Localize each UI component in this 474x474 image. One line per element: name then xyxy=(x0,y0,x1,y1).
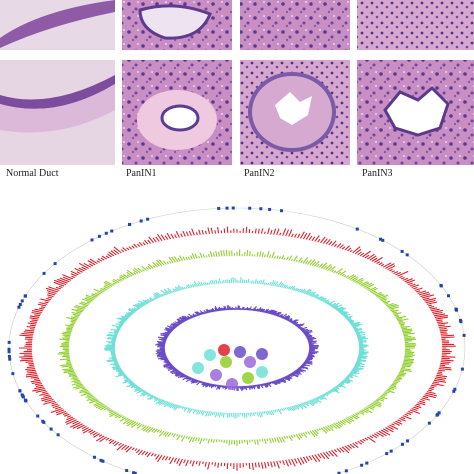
ideogram-band xyxy=(453,387,457,391)
duct xyxy=(138,4,212,40)
ideogram-band xyxy=(53,262,57,266)
variant-dot xyxy=(226,378,238,390)
ideogram-band xyxy=(110,229,114,233)
ideogram-band xyxy=(49,427,53,431)
ideogram-band xyxy=(7,350,11,354)
histology-panels xyxy=(0,0,474,165)
lumen xyxy=(275,92,312,125)
histology-image xyxy=(240,0,350,50)
ideogram-band xyxy=(99,458,103,462)
variant-dot xyxy=(256,348,268,360)
ideogram-band xyxy=(455,308,459,312)
panel-label: PanIN2 xyxy=(244,168,275,179)
ideogram-band xyxy=(439,284,443,288)
ideogram-band xyxy=(36,414,40,418)
variant-dot xyxy=(220,356,232,368)
ideogram-band xyxy=(7,340,11,344)
ideogram-band xyxy=(139,219,143,223)
ideogram-band xyxy=(268,207,272,211)
ideogram-band xyxy=(90,238,94,242)
lumen xyxy=(383,85,450,137)
ideogram-band xyxy=(23,398,27,402)
ideogram-band xyxy=(125,469,129,473)
ideogram-band xyxy=(11,372,15,376)
histology-image xyxy=(357,0,474,50)
ideogram-band xyxy=(104,231,108,235)
ideogram-band xyxy=(56,433,60,437)
circos-plot xyxy=(7,206,466,474)
ideogram-band xyxy=(97,234,101,238)
ideogram-band xyxy=(146,217,150,221)
track-bars xyxy=(104,277,369,419)
ideogram-band xyxy=(355,227,359,231)
ideogram-band xyxy=(435,413,439,417)
ideogram-band xyxy=(379,237,383,241)
ideogram-band xyxy=(460,367,464,371)
ideogram-band xyxy=(381,238,385,242)
variant-dot xyxy=(234,346,246,358)
ideogram-band xyxy=(337,471,341,474)
ideogram-band xyxy=(23,294,27,298)
variant-dot xyxy=(256,366,268,378)
ideogram-band xyxy=(400,249,404,253)
tissue-band xyxy=(0,0,115,48)
ideogram-band xyxy=(17,305,21,309)
panel-label: Normal Duct xyxy=(6,168,59,179)
ideogram-band xyxy=(41,419,45,423)
ideogram-band xyxy=(452,389,456,393)
ideogram-band xyxy=(406,439,410,443)
ideogram-band xyxy=(459,318,463,322)
track-baseline xyxy=(114,282,360,414)
ideogram-band xyxy=(18,389,22,393)
ideogram-band xyxy=(248,206,252,210)
panel-label: PanIN3 xyxy=(362,168,393,179)
ideogram-band xyxy=(437,411,441,415)
ideogram-band xyxy=(8,357,12,361)
ideogram-band xyxy=(231,206,235,210)
lumen xyxy=(160,104,200,132)
ideogram-band xyxy=(7,354,11,358)
ideogram-band xyxy=(462,333,466,337)
ideogram-band xyxy=(20,299,24,303)
ideogram-band xyxy=(279,209,283,213)
ideogram-band xyxy=(132,471,136,474)
ideogram-band xyxy=(427,421,431,425)
ideogram-band xyxy=(385,452,389,456)
variant-dot xyxy=(242,372,254,384)
track-baseline xyxy=(68,255,406,441)
ideogram-band xyxy=(18,302,22,306)
track-bars xyxy=(57,249,417,447)
ideogram-band xyxy=(42,271,46,275)
variant-dot xyxy=(210,369,222,381)
variant-dot xyxy=(204,349,216,361)
ideogram-band xyxy=(405,253,409,257)
ideogram-band xyxy=(344,469,348,473)
ideogram-band xyxy=(92,455,96,459)
variant-dot xyxy=(192,362,204,374)
ideogram-band xyxy=(225,206,229,210)
tissue-band xyxy=(0,75,115,109)
ideogram-band xyxy=(128,223,132,227)
ideogram-band xyxy=(217,206,221,210)
variant-dot xyxy=(244,356,256,368)
tissue-band xyxy=(0,84,115,133)
ideogram-band xyxy=(389,449,393,453)
track-baseline xyxy=(31,232,443,464)
variant-dot xyxy=(218,344,230,356)
ideogram-band xyxy=(259,207,263,211)
ideogram-band xyxy=(101,459,105,463)
ideogram-band xyxy=(360,463,364,467)
ideogram-band xyxy=(365,461,369,465)
ideogram-band xyxy=(447,294,451,298)
track-bars xyxy=(19,226,456,471)
ideogram-band xyxy=(133,471,137,474)
ideogram-band xyxy=(20,393,24,397)
ideogram-ring xyxy=(8,207,466,474)
track-bars xyxy=(155,305,319,392)
ideogram-band xyxy=(7,347,11,351)
ideogram-band xyxy=(400,442,404,446)
panel-label: PanIN1 xyxy=(126,168,157,179)
